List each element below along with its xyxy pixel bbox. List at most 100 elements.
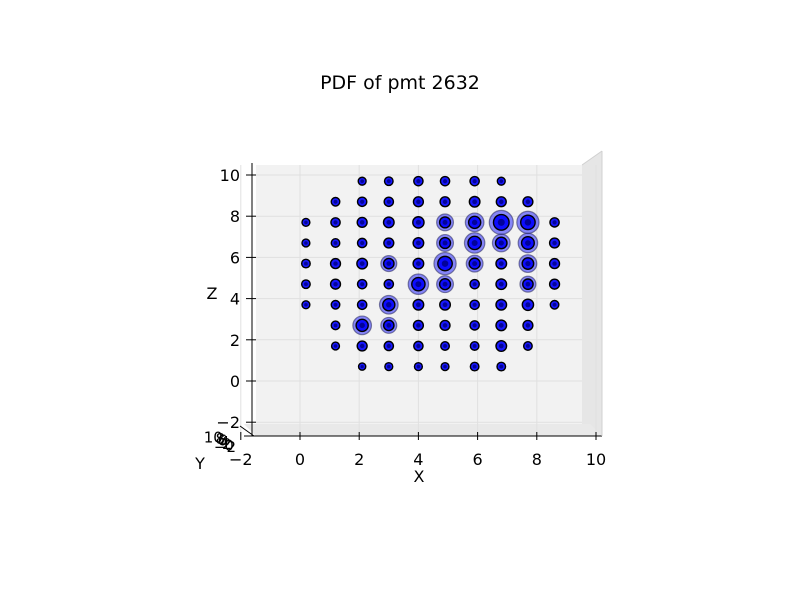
data-point-center xyxy=(442,240,448,246)
data-point-center xyxy=(360,364,364,369)
data-point-center xyxy=(333,323,338,328)
data-point-center xyxy=(386,323,392,328)
data-point xyxy=(469,299,480,311)
data-point-center xyxy=(525,199,531,205)
data-point-center xyxy=(525,260,531,267)
x-tick-label: 0 xyxy=(295,450,305,469)
data-point-center xyxy=(471,219,478,226)
chart-points xyxy=(300,175,561,372)
y-axis-label: Y xyxy=(194,454,205,473)
data-point-center xyxy=(498,261,504,266)
z-tick-label: 0 xyxy=(230,372,240,391)
data-point-center xyxy=(386,343,391,349)
data-point xyxy=(436,233,455,252)
data-point xyxy=(357,176,367,186)
data-point-center xyxy=(443,344,447,348)
data-point xyxy=(300,258,311,269)
data-point xyxy=(433,251,457,276)
data-point-center xyxy=(472,364,477,369)
data-point-center xyxy=(304,220,308,225)
x-tick-label: 4 xyxy=(413,450,423,469)
y-tick-label: 0 xyxy=(224,436,234,454)
data-point xyxy=(549,217,560,228)
x-tick-label: 2 xyxy=(354,450,364,469)
data-point xyxy=(329,278,342,290)
y-tick-label: −2 xyxy=(214,438,236,456)
data-point xyxy=(496,361,507,372)
data-point-center xyxy=(386,220,392,225)
data-point xyxy=(412,319,425,332)
data-point xyxy=(522,319,534,332)
data-point-center xyxy=(498,302,504,308)
data-point-center xyxy=(360,282,365,287)
data-point xyxy=(383,196,395,208)
data-point-center xyxy=(442,302,448,308)
data-point xyxy=(439,196,451,208)
data-point-center xyxy=(304,241,308,245)
data-point-center xyxy=(525,302,531,308)
data-point xyxy=(469,175,480,187)
floor-pane xyxy=(244,424,602,436)
y-tick-label: 6 xyxy=(218,432,228,450)
data-point-center xyxy=(416,240,421,246)
data-point xyxy=(330,217,341,228)
data-point xyxy=(356,299,368,311)
data-point xyxy=(522,196,534,208)
data-point-center xyxy=(443,364,447,369)
data-point-center xyxy=(387,364,391,369)
data-point-center xyxy=(472,282,477,287)
data-point-center xyxy=(386,302,392,308)
x-tick-label: −2 xyxy=(229,450,253,469)
data-point-center xyxy=(472,261,478,267)
y-tick-label: 8 xyxy=(215,430,225,448)
data-point xyxy=(413,340,424,352)
data-point-center xyxy=(498,343,504,349)
data-point xyxy=(521,298,535,312)
data-point xyxy=(548,237,561,249)
data-point xyxy=(469,320,480,331)
data-point-center xyxy=(416,302,421,308)
z-tick-label: −2 xyxy=(216,413,240,432)
data-point xyxy=(356,196,368,208)
data-point-center xyxy=(416,261,421,266)
data-point-center xyxy=(386,240,392,246)
data-point xyxy=(413,361,424,372)
data-point-center xyxy=(416,199,421,205)
data-point-center xyxy=(552,261,557,266)
data-point-center xyxy=(552,281,557,287)
data-point-center xyxy=(333,241,338,245)
data-point-center xyxy=(386,282,391,287)
data-point xyxy=(407,273,430,295)
data-point xyxy=(496,176,506,186)
data-point-center xyxy=(359,343,365,349)
data-point-center xyxy=(525,344,530,348)
data-point-center xyxy=(497,218,505,226)
data-point xyxy=(383,176,394,187)
data-point xyxy=(330,320,341,331)
data-point-center xyxy=(333,220,338,225)
data-point-center xyxy=(499,199,504,205)
data-point-center xyxy=(524,219,532,226)
data-point xyxy=(329,257,342,270)
data-point-center xyxy=(442,179,448,184)
data-point xyxy=(330,196,341,207)
z-tick-label: 4 xyxy=(230,290,240,309)
data-point xyxy=(378,294,399,315)
z-tick-label: 10 xyxy=(220,166,240,185)
data-point-center xyxy=(498,323,504,328)
data-point xyxy=(516,210,540,235)
data-point-center xyxy=(442,281,448,287)
data-point-center xyxy=(415,219,421,225)
data-point xyxy=(330,238,341,248)
data-point xyxy=(488,209,514,235)
data-point-center xyxy=(525,240,531,246)
data-point-center xyxy=(359,322,365,329)
data-point xyxy=(440,361,450,372)
data-point-center xyxy=(359,220,365,225)
data-point xyxy=(548,257,561,270)
data-point-center xyxy=(552,240,557,246)
z-axis-label: Z xyxy=(207,284,218,303)
data-point xyxy=(469,341,480,351)
